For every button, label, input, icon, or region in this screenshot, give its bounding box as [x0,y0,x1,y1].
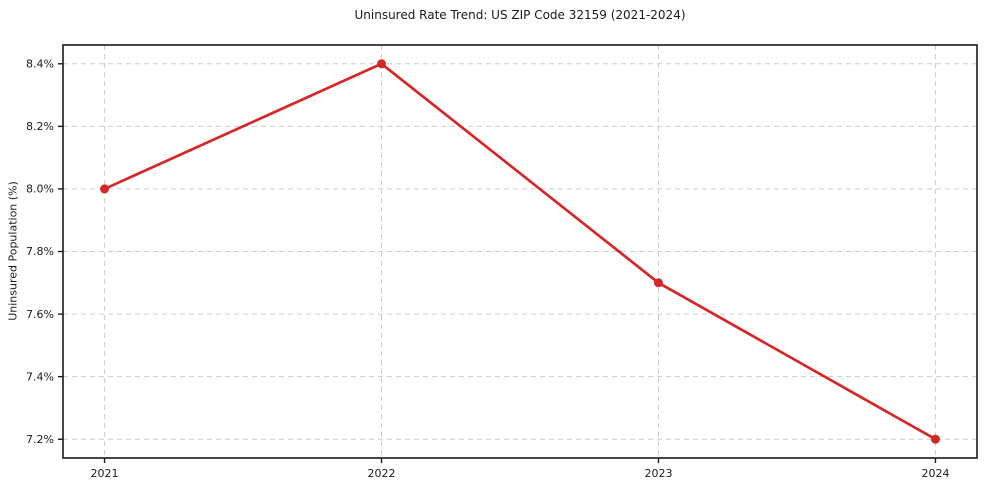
data-point [653,278,663,288]
x-tick-label: 2021 [91,467,119,480]
x-tick-label: 2022 [368,467,396,480]
chart-title: Uninsured Rate Trend: US ZIP Code 32159 … [354,8,686,22]
x-tick-label: 2024 [921,467,949,480]
x-tick-label: 2023 [644,467,672,480]
data-point [930,434,940,444]
y-tick-label: 7.4% [26,370,54,383]
y-tick-label: 8.4% [26,58,54,71]
y-tick-label: 8.2% [26,120,54,133]
y-tick-label: 7.2% [26,433,54,446]
trend-line [103,62,937,441]
y-tick-label: 7.8% [26,245,54,258]
data-point [100,184,110,194]
y-tick-label: 8.0% [26,183,54,196]
data-point [377,59,387,69]
y-tick-label: 7.6% [26,308,54,321]
